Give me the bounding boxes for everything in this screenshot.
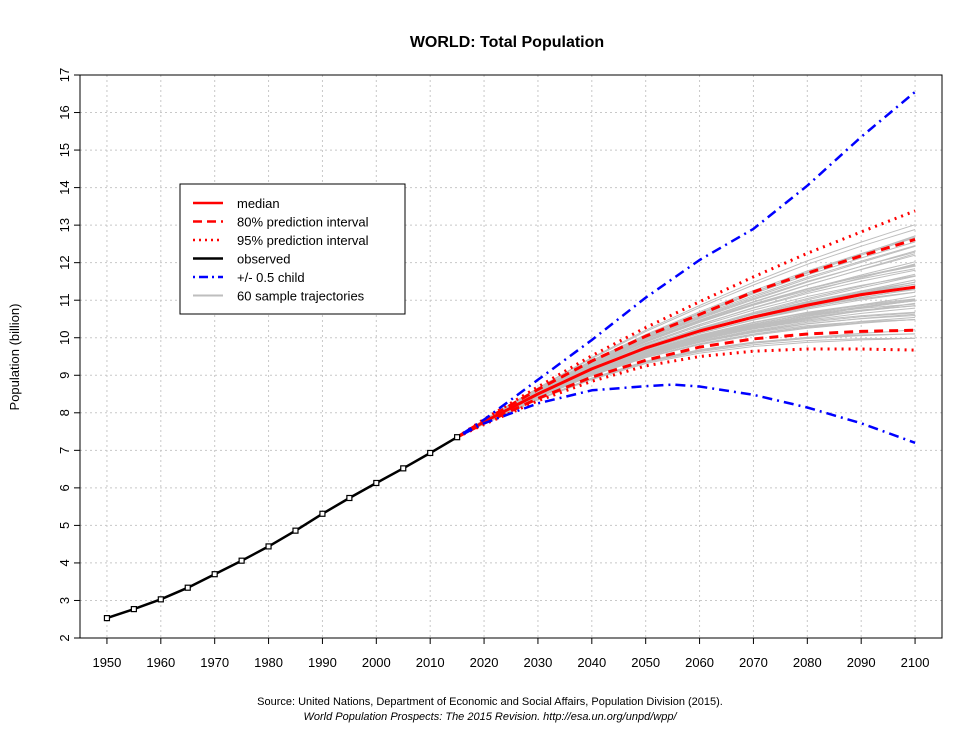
y-tick-label: 6 [57,484,72,491]
y-tick-label: 13 [57,218,72,232]
y-tick-label: 17 [57,68,72,82]
sample-trajectory-line [456,319,916,438]
y-tick-label: 7 [57,447,72,454]
plot-frame [79,74,943,639]
sample-trajectory-line [456,281,916,438]
x-tick-label: 1960 [146,655,175,670]
x-tick-label: 2040 [577,655,606,670]
legend-label: 60 sample trajectories [237,289,365,304]
legend-label: 95% prediction interval [237,233,369,248]
observed-point [346,494,353,502]
grid [80,74,942,639]
observed-markers [103,434,461,622]
x-tick-label: 2020 [470,655,499,670]
sample-trajectory-line [456,229,916,438]
observed-point [454,434,461,441]
observed-point [373,479,380,487]
legend-box [179,183,406,315]
x-tick-label: 2070 [739,655,768,670]
x-tick-label: 2100 [901,655,930,670]
series-lines [106,90,916,620]
observed-point [157,596,164,603]
legend-label: 80% prediction interval [237,215,369,230]
observed-point [238,557,245,564]
sample-trajectory-line [456,254,916,438]
chart-title: WORLD: Total Population [410,34,604,51]
y-tick-label: 14 [57,180,72,194]
legend-label: observed [237,252,290,267]
x-tick-label: 2010 [416,655,445,670]
y-tick-label: 11 [57,293,72,307]
y-tick-label: 9 [57,372,72,379]
source-line-2: World Population Prospects: The 2015 Rev… [304,711,678,723]
y-tick-label: 10 [57,330,72,344]
x-tick-label: 2080 [793,655,822,670]
legend-label: median [237,196,280,211]
legend: median 80% prediction interval 95% predict… [179,183,406,315]
sample-trajectory-line [456,279,916,438]
observed-point [400,465,407,472]
observed-point [211,571,218,578]
x-tick-label: 2090 [847,655,876,670]
observed-point [319,510,326,517]
y-tick-label: 5 [57,522,72,529]
observed-point [265,543,272,550]
x-tick-label: 2050 [631,655,660,670]
observed-point [292,527,299,534]
x-tick-label: 1950 [92,655,121,670]
sample-trajectory-line [456,265,916,438]
x-tick-label: 2060 [685,655,714,670]
series-line-95-upper [456,209,916,439]
series-line-80-upper [456,237,916,439]
series-line-80-lower [456,328,916,439]
y-tick-label: 16 [57,105,72,119]
x-tick-label: 2030 [523,655,552,670]
series-line-95-lower [456,347,916,439]
y-tick-label: 15 [57,143,72,157]
observed-point [427,449,434,457]
y-tick-label: 12 [57,255,72,269]
sample-trajectory-line [456,329,916,438]
x-tick-label: 2000 [362,655,391,670]
observed-point [103,615,111,622]
observed-point [130,605,137,613]
sample-trajectory-line [456,311,916,438]
legend-items: median 80% prediction interval 95% predict… [193,196,369,304]
x-tick-label: 1990 [308,655,337,670]
y-tick-label: 4 [57,559,72,566]
series-line--0-5-child [456,383,916,444]
sample-trajectory-line [456,236,916,438]
y-axis-label: Population (billion) [7,304,22,411]
y-tick-label: 2 [57,634,72,641]
source-line-1: Source: United Nations, Department of Ec… [257,696,723,708]
axes: 1950 1960 1970 1980 1990 2000 2010 2020 2030 2040… [57,68,930,670]
sample-trajectory-line [456,288,916,438]
series-line--0-5-child [456,90,916,439]
series-line-observed [106,436,458,620]
y-tick-label: 3 [57,597,72,604]
y-tick-label: 8 [57,409,72,416]
series-line-median [456,285,916,439]
x-tick-label: 1970 [200,655,229,670]
x-tick-label: 1980 [254,655,283,670]
observed-point [184,584,191,591]
legend-label: +/- 0.5 child [237,270,305,285]
sample-trajectory-line [456,281,916,438]
